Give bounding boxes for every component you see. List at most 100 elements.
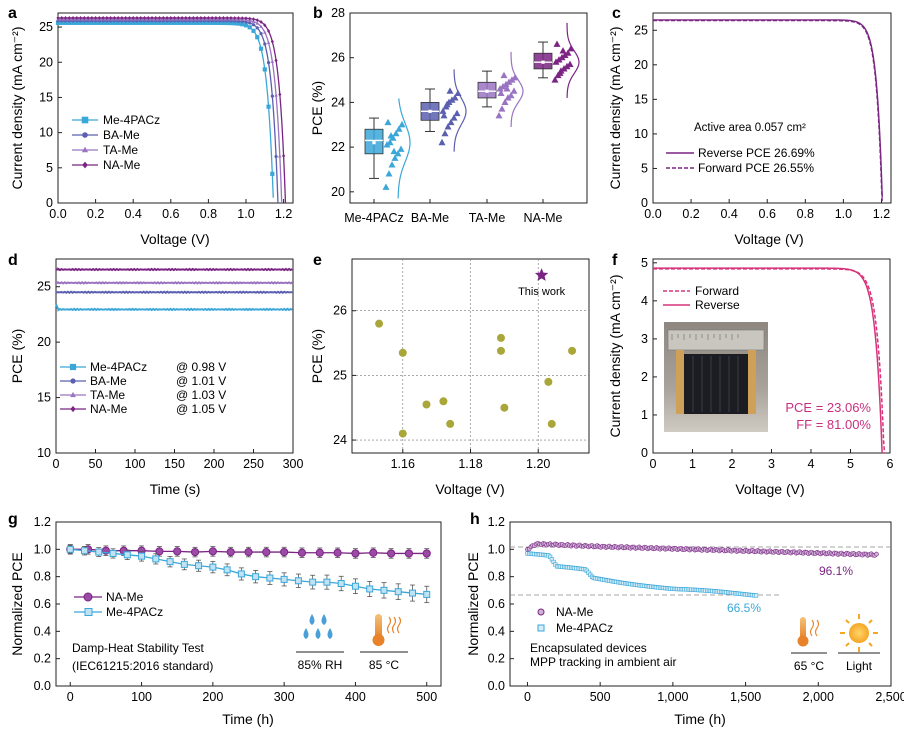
data-point-b xyxy=(444,123,452,130)
data-point-g xyxy=(138,552,146,560)
legend-label-d: TA-Me xyxy=(90,388,125,402)
y-tick-label-h: 0.6 xyxy=(488,597,505,611)
y-tick-label-e: 25 xyxy=(333,368,347,382)
water-drops-icon xyxy=(303,614,333,639)
jv-marker-a xyxy=(75,16,79,20)
module-photo xyxy=(664,322,768,432)
jv-marker-a xyxy=(229,16,233,20)
data-point-g xyxy=(244,547,253,557)
data-point-b xyxy=(447,118,455,126)
jv-marker-a xyxy=(90,16,94,20)
x-tick-label-c: 0.2 xyxy=(682,207,699,221)
jv-marker-a xyxy=(146,16,150,20)
panel-e: e 1.16 1.18 1.20 24 25 26 This work Voltage (… xyxy=(309,252,590,497)
jv-marker-a xyxy=(210,16,214,20)
data-point-g xyxy=(351,582,359,590)
x-tick-label-h: 1,000 xyxy=(657,690,688,704)
legend-marker-d xyxy=(70,405,76,413)
jv-marker-a xyxy=(131,16,135,20)
x-tick-label-a: 0.0 xyxy=(49,207,66,221)
jv-marker-a xyxy=(206,16,210,20)
data-point-b xyxy=(507,91,515,99)
jv-marker-a xyxy=(278,92,282,97)
x-tick-label-h: 500 xyxy=(590,690,611,704)
jv-curve-c-1 xyxy=(653,19,883,204)
jv-marker-a xyxy=(71,16,75,20)
y-tick-label-h: 0.0 xyxy=(488,679,505,693)
thermometer-icon xyxy=(372,614,402,646)
jv-marker-a xyxy=(218,16,222,20)
data-point-g xyxy=(294,577,302,585)
xlabel-e: Voltage (V) xyxy=(435,481,504,497)
jv-curve-f-1 xyxy=(653,267,883,454)
data-point-g xyxy=(323,578,331,586)
test-standard: (IEC61215:2016 standard) xyxy=(72,659,213,673)
y-tick-label-g: 0.6 xyxy=(34,597,51,611)
x-tick-label-d: 200 xyxy=(204,457,225,471)
x-tick-label-c: 0.4 xyxy=(720,207,737,221)
literature-point-e-4 xyxy=(439,397,448,406)
y-tick-label-g: 0.2 xyxy=(34,652,51,666)
legend-label-d: NA-Me xyxy=(90,402,128,416)
y-tick-label-a: 10 xyxy=(39,126,53,140)
y-tick-label-h: 1.0 xyxy=(488,542,505,556)
jv-marker-a xyxy=(150,16,154,20)
legend-c: Reverse PCE 26.69%Forward PCE 26.55% xyxy=(666,146,815,175)
box-mean-b xyxy=(372,141,376,145)
y-tick-label-g: 1.2 xyxy=(34,515,51,529)
y-tick-label-g: 0.4 xyxy=(34,624,51,638)
jv-marker-a xyxy=(259,20,263,24)
data-point-b xyxy=(563,62,571,70)
y-tick-label-a: 5 xyxy=(46,161,53,175)
literature-point-e-11 xyxy=(568,346,577,355)
x-tick-label-g: 300 xyxy=(274,690,295,704)
ylabel-e: PCE (%) xyxy=(309,329,325,383)
jv-marker-a xyxy=(221,16,226,20)
x-tick-label-g: 100 xyxy=(131,690,152,704)
jv-marker-a xyxy=(154,16,158,20)
x-tick-label-f: 6 xyxy=(887,457,894,471)
y-tick-label-d: 15 xyxy=(37,391,51,405)
literature-point-e-10 xyxy=(547,419,556,428)
data-point-b xyxy=(551,76,559,83)
data-point-b xyxy=(501,98,509,105)
legend-marker-g xyxy=(83,592,93,602)
jv-marker-a xyxy=(282,153,286,158)
data-point-g xyxy=(152,555,160,563)
x-tick-label-a: 0.4 xyxy=(125,207,142,221)
jv-marker-a xyxy=(274,154,278,159)
legend-label-a: NA-Me xyxy=(103,158,141,172)
y-tick-label-f: 4 xyxy=(641,294,648,308)
x-tick-label-f: 5 xyxy=(847,457,854,471)
caliper-scale xyxy=(671,334,739,340)
jv-marker-a xyxy=(195,16,199,20)
jv-marker-a xyxy=(109,16,113,20)
data-point-g xyxy=(208,547,217,556)
data-point-b xyxy=(559,47,567,54)
y-tick-label-c: 25 xyxy=(634,23,648,37)
data-point-b xyxy=(440,111,448,119)
jv-marker-a xyxy=(116,16,120,20)
xlabel-a: Voltage (V) xyxy=(140,231,209,247)
jv-marker-a xyxy=(135,16,139,20)
literature-point-e-7 xyxy=(496,346,505,355)
jv-marker-a xyxy=(259,24,263,28)
y-tick-label-g: 0.0 xyxy=(34,679,51,693)
data-point-g xyxy=(369,548,378,557)
jv-marker-a xyxy=(255,26,259,30)
jv-marker-a xyxy=(255,21,260,25)
jv-marker-a xyxy=(142,16,147,20)
data-point-b xyxy=(566,60,574,67)
legend-label-a: BA-Me xyxy=(103,128,140,142)
jv-curve-a-1 xyxy=(58,20,279,204)
data-point-b xyxy=(391,154,399,161)
y-tick-label-b: 24 xyxy=(331,95,345,109)
jv-marker-a xyxy=(169,16,173,20)
jv-marker-a xyxy=(60,16,64,20)
legend-label-c: Forward PCE 26.55% xyxy=(698,161,814,175)
legend-label-d: BA-Me xyxy=(90,374,127,388)
panel-letter-f: f xyxy=(612,252,618,269)
